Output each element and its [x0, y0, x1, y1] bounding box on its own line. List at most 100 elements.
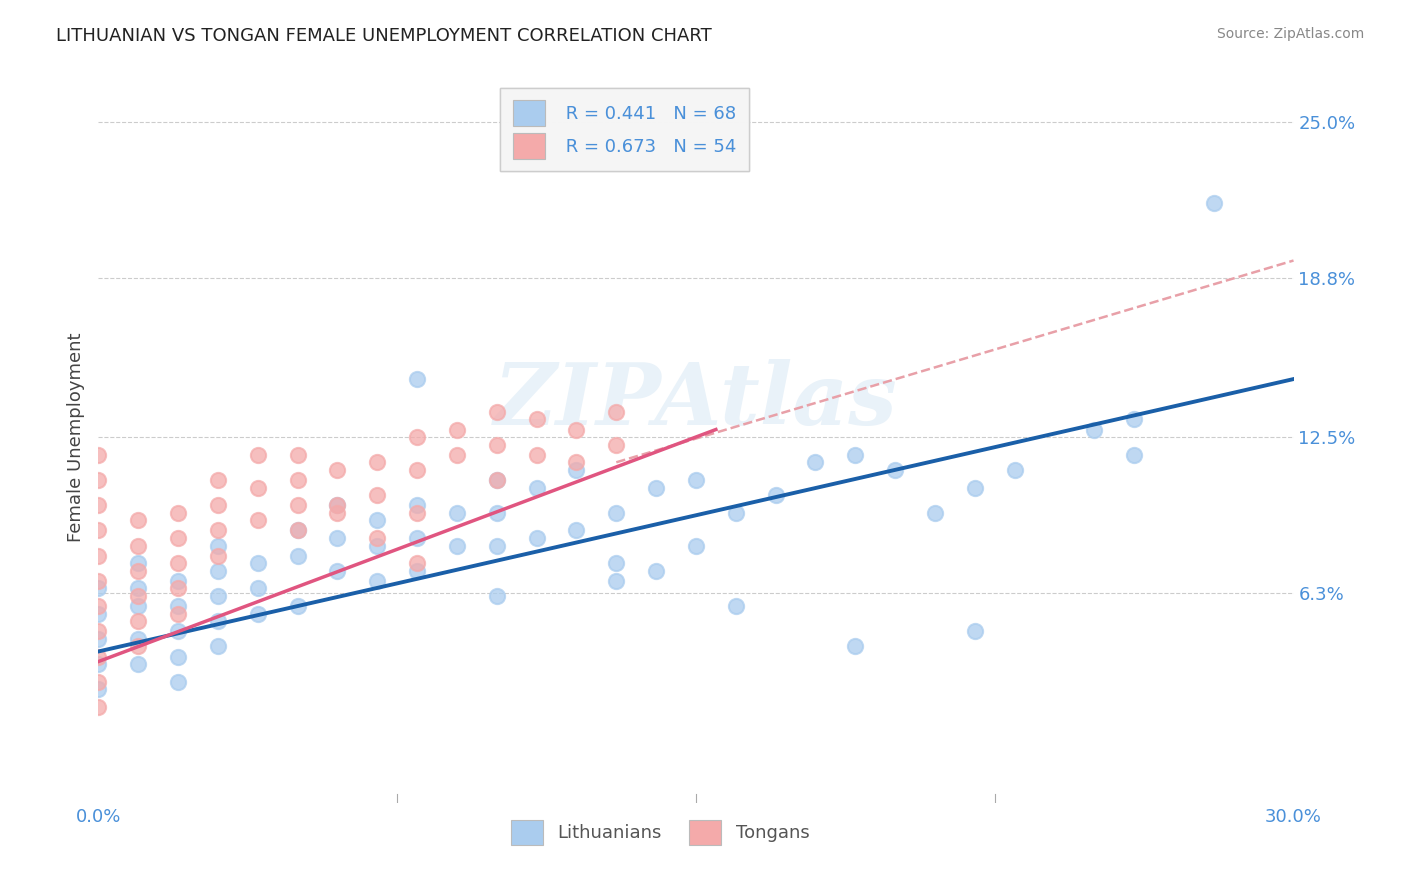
Point	[167, 649, 190, 664]
Text: Source: ZipAtlas.com: Source: ZipAtlas.com	[1216, 27, 1364, 41]
Point	[645, 481, 668, 495]
Point	[565, 455, 588, 469]
Point	[526, 481, 548, 495]
Point	[246, 513, 269, 527]
Point	[87, 674, 110, 689]
Point	[485, 539, 508, 553]
Point	[87, 549, 110, 563]
Point	[605, 506, 627, 520]
Point	[87, 582, 110, 596]
Point	[446, 539, 468, 553]
Point	[127, 632, 149, 646]
Point	[685, 539, 707, 553]
Point	[287, 524, 309, 538]
Point	[287, 473, 309, 487]
Point	[565, 524, 588, 538]
Point	[406, 463, 429, 477]
Point	[207, 589, 229, 603]
Point	[87, 607, 110, 621]
Point	[844, 640, 866, 654]
Point	[287, 549, 309, 563]
Point	[167, 607, 190, 621]
Point	[127, 513, 149, 527]
Point	[844, 448, 866, 462]
Point	[127, 582, 149, 596]
Point	[765, 488, 787, 502]
Point	[87, 682, 110, 697]
Point	[167, 674, 190, 689]
Point	[605, 574, 627, 588]
Point	[87, 574, 110, 588]
Point	[326, 498, 349, 512]
Point	[167, 599, 190, 613]
Point	[127, 599, 149, 613]
Point	[446, 423, 468, 437]
Point	[127, 640, 149, 654]
Point	[287, 498, 309, 512]
Point	[87, 473, 110, 487]
Point	[207, 539, 229, 553]
Point	[246, 448, 269, 462]
Point	[406, 430, 429, 444]
Point	[406, 556, 429, 570]
Point	[207, 640, 229, 654]
Point	[565, 463, 588, 477]
Legend:  R = 0.441   N = 68,  R = 0.673   N = 54: R = 0.441 N = 68, R = 0.673 N = 54	[501, 87, 748, 171]
Point	[167, 556, 190, 570]
Point	[485, 405, 508, 419]
Point	[207, 524, 229, 538]
Point	[127, 539, 149, 553]
Point	[246, 481, 269, 495]
Point	[406, 506, 429, 520]
Point	[406, 498, 429, 512]
Point	[246, 582, 269, 596]
Point	[406, 564, 429, 578]
Point	[326, 463, 349, 477]
Point	[366, 574, 388, 588]
Point	[287, 448, 309, 462]
Text: LITHUANIAN VS TONGAN FEMALE UNEMPLOYMENT CORRELATION CHART: LITHUANIAN VS TONGAN FEMALE UNEMPLOYMENT…	[56, 27, 711, 45]
Point	[167, 582, 190, 596]
Point	[724, 599, 747, 613]
Point	[246, 607, 269, 621]
Point	[127, 556, 149, 570]
Point	[87, 657, 110, 671]
Point	[366, 531, 388, 545]
Point	[167, 574, 190, 588]
Point	[884, 463, 907, 477]
Point	[485, 473, 508, 487]
Point	[207, 549, 229, 563]
Point	[724, 506, 747, 520]
Point	[1083, 423, 1105, 437]
Point	[645, 564, 668, 578]
Point	[326, 506, 349, 520]
Point	[1004, 463, 1026, 477]
Point	[87, 624, 110, 639]
Point	[406, 531, 429, 545]
Point	[485, 437, 508, 451]
Point	[87, 524, 110, 538]
Point	[406, 372, 429, 386]
Point	[485, 589, 508, 603]
Point	[963, 481, 986, 495]
Point	[605, 437, 627, 451]
Point	[1123, 412, 1146, 426]
Y-axis label: Female Unemployment: Female Unemployment	[66, 333, 84, 541]
Point	[127, 589, 149, 603]
Point	[565, 423, 588, 437]
Point	[87, 632, 110, 646]
Point	[127, 614, 149, 628]
Point	[207, 614, 229, 628]
Legend: Lithuanians, Tongans: Lithuanians, Tongans	[503, 813, 817, 852]
Point	[326, 564, 349, 578]
Point	[526, 448, 548, 462]
Point	[366, 488, 388, 502]
Point	[167, 624, 190, 639]
Point	[87, 599, 110, 613]
Point	[804, 455, 827, 469]
Point	[87, 498, 110, 512]
Point	[287, 524, 309, 538]
Point	[287, 599, 309, 613]
Point	[485, 473, 508, 487]
Point	[605, 556, 627, 570]
